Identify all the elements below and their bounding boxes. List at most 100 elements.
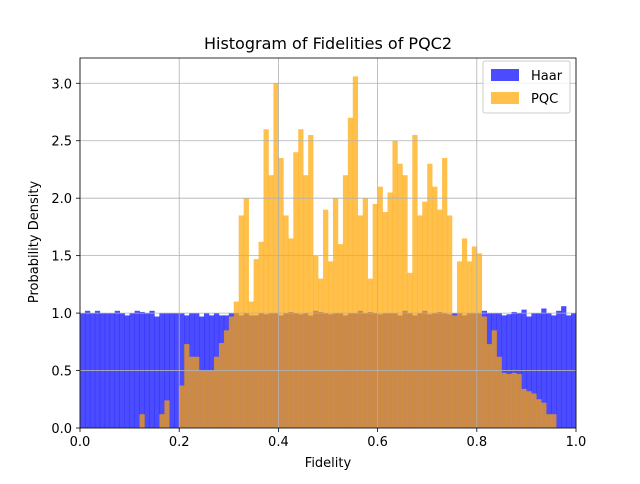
pqc-bar — [491, 330, 497, 428]
pqc-bar — [461, 238, 468, 428]
pqc-bar — [288, 238, 294, 428]
pqc-bar — [437, 209, 443, 428]
pqc-bar — [526, 391, 532, 428]
haar-bar — [561, 306, 567, 428]
pqc-bar — [318, 278, 324, 428]
haar-bar — [139, 311, 145, 428]
pqc-bar — [521, 388, 527, 428]
pqc-bar — [387, 192, 393, 428]
haar-bar — [566, 315, 572, 428]
legend-swatch-haar — [491, 69, 519, 81]
pqc-bar — [476, 253, 483, 428]
legend-swatch-pqc — [491, 92, 519, 104]
pqc-bar — [382, 211, 388, 428]
pqc-bar — [194, 356, 200, 428]
pqc-bar — [298, 129, 304, 428]
pqc-bar — [278, 157, 284, 429]
x-tick-label: 0.2 — [169, 435, 190, 450]
pqc-bar — [139, 414, 145, 428]
pqc-bar — [511, 372, 517, 428]
pqc-bar — [179, 385, 185, 428]
pqc-bar — [218, 342, 225, 428]
pqc-bar — [204, 370, 210, 428]
haar-bar — [149, 310, 155, 428]
pqc-bar — [208, 370, 215, 428]
haar-bar — [506, 314, 512, 428]
pqc-bar — [347, 117, 354, 428]
chart-title: Histogram of Fidelities of PQC2 — [204, 34, 452, 53]
pqc-bar — [506, 373, 512, 428]
pqc-bar — [447, 215, 453, 428]
pqc-bar — [481, 316, 488, 428]
x-tick-label: 0.0 — [70, 435, 91, 450]
haar-bar — [551, 315, 557, 428]
pqc-bar — [268, 175, 274, 428]
pqc-bar — [238, 215, 244, 428]
pqc-bar — [199, 370, 205, 428]
legend: Haar PQC — [482, 60, 571, 114]
haar-bar — [154, 316, 160, 428]
pqc-bar — [546, 414, 552, 428]
pqc-bar — [313, 255, 319, 428]
pqc-bar — [531, 393, 537, 428]
y-tick-label: 3.0 — [51, 77, 72, 92]
pqc-bar — [337, 244, 344, 428]
pqc-bar — [427, 163, 433, 428]
axes-frame — [79, 57, 577, 429]
pqc-bar — [442, 157, 448, 429]
pqc-bar — [486, 344, 492, 428]
haar-bar — [526, 316, 532, 428]
pqc-bar — [377, 186, 383, 428]
pqc-bar — [342, 175, 349, 428]
y-tick-label: 2.0 — [51, 192, 72, 207]
pqc-bar — [466, 261, 473, 428]
x-axis-label: Fidelity — [305, 456, 352, 471]
haar-bar — [134, 310, 140, 428]
pqc-bar — [407, 272, 413, 428]
x-tick-label: 0.6 — [367, 435, 388, 450]
pqc-bar — [213, 356, 220, 428]
pqc-bar — [402, 175, 408, 428]
haar-bar — [124, 315, 130, 428]
pqc-bar — [541, 402, 547, 428]
haar-bar — [541, 308, 547, 428]
pqc-bar — [253, 259, 259, 428]
y-tick-label: 0.5 — [51, 365, 72, 380]
pqc-bar — [357, 215, 364, 428]
haar-bar — [556, 310, 562, 428]
pqc-bar — [328, 261, 334, 428]
pqc-bar — [456, 261, 463, 428]
pqc-bar — [372, 203, 378, 428]
y-axis-label: Probability Density — [27, 181, 42, 304]
pqc-bar — [164, 400, 170, 428]
pqc-bar — [223, 330, 230, 428]
legend-label-pqc: PQC — [531, 92, 558, 107]
y-tick-label: 2.5 — [51, 135, 72, 150]
pqc-bar — [422, 201, 428, 428]
pqc-bar — [516, 373, 522, 428]
pqc-bar — [248, 301, 254, 428]
pqc-bar — [263, 129, 269, 428]
haar-bar — [511, 311, 517, 428]
pqc-bar — [471, 246, 478, 428]
haar-bar — [114, 310, 120, 428]
pqc-bar — [303, 175, 309, 428]
pqc-bar — [536, 399, 542, 428]
pqc-bar — [293, 152, 299, 428]
y-tick-label: 1.5 — [51, 250, 72, 265]
legend-label-haar: Haar — [531, 69, 563, 84]
pqc-bar — [397, 163, 403, 428]
pqc-bar — [496, 356, 502, 428]
plot-area: 0.0 0.2 0.4 0.6 0.8 1.0 0.0 0.5 1.0 1.5 2.0 2.5 3.0 — [51, 57, 586, 450]
pqc-bar — [233, 301, 240, 428]
y-tick-label: 1.0 — [51, 307, 72, 322]
y-tick-label: 0.0 — [51, 422, 72, 437]
pqc-bar — [501, 372, 507, 428]
x-tick-label: 0.4 — [268, 435, 289, 450]
x-tick-label: 0.8 — [466, 435, 487, 450]
haar-bar — [84, 310, 91, 428]
pqc-bar — [258, 241, 264, 428]
pqc-bar — [367, 278, 373, 428]
